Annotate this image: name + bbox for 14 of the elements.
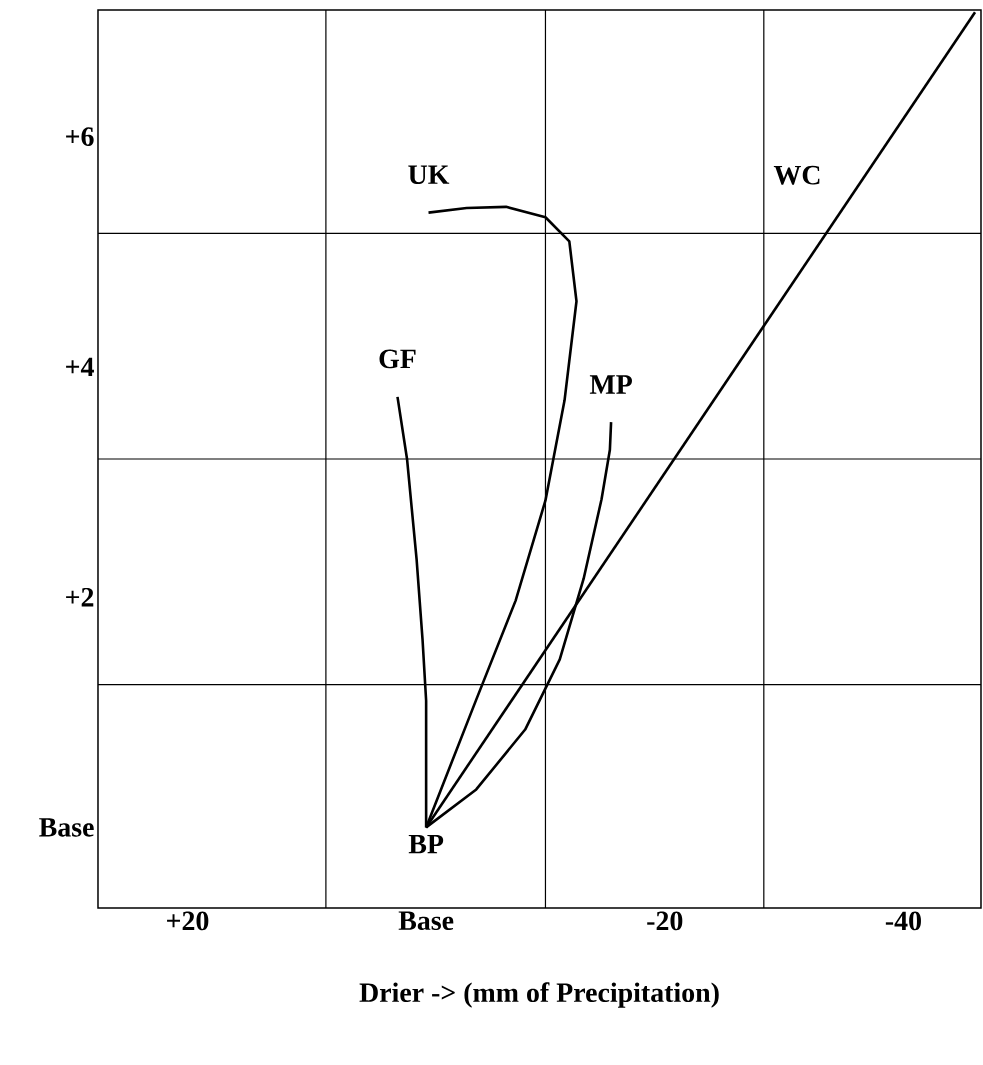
- x-tick-label: +20: [167, 911, 209, 931]
- annotation: BP: [408, 834, 444, 854]
- series-label: GF: [379, 349, 416, 369]
- y-tick-label: +4: [66, 357, 94, 377]
- x-tick-label: -20: [647, 911, 683, 931]
- series-label: MP: [589, 375, 632, 394]
- x-tick-label: -40: [885, 911, 921, 931]
- series-label: WC: [773, 165, 820, 185]
- x-tick-label: Base: [398, 911, 454, 931]
- y-tick-label: +6: [66, 127, 94, 146]
- y-tick-label: +2: [66, 587, 94, 607]
- series-label: UK: [408, 165, 450, 185]
- y-tick-label: Base: [39, 818, 94, 837]
- x-axis-title: Drier -> (mm of Precipitation): [359, 982, 719, 1008]
